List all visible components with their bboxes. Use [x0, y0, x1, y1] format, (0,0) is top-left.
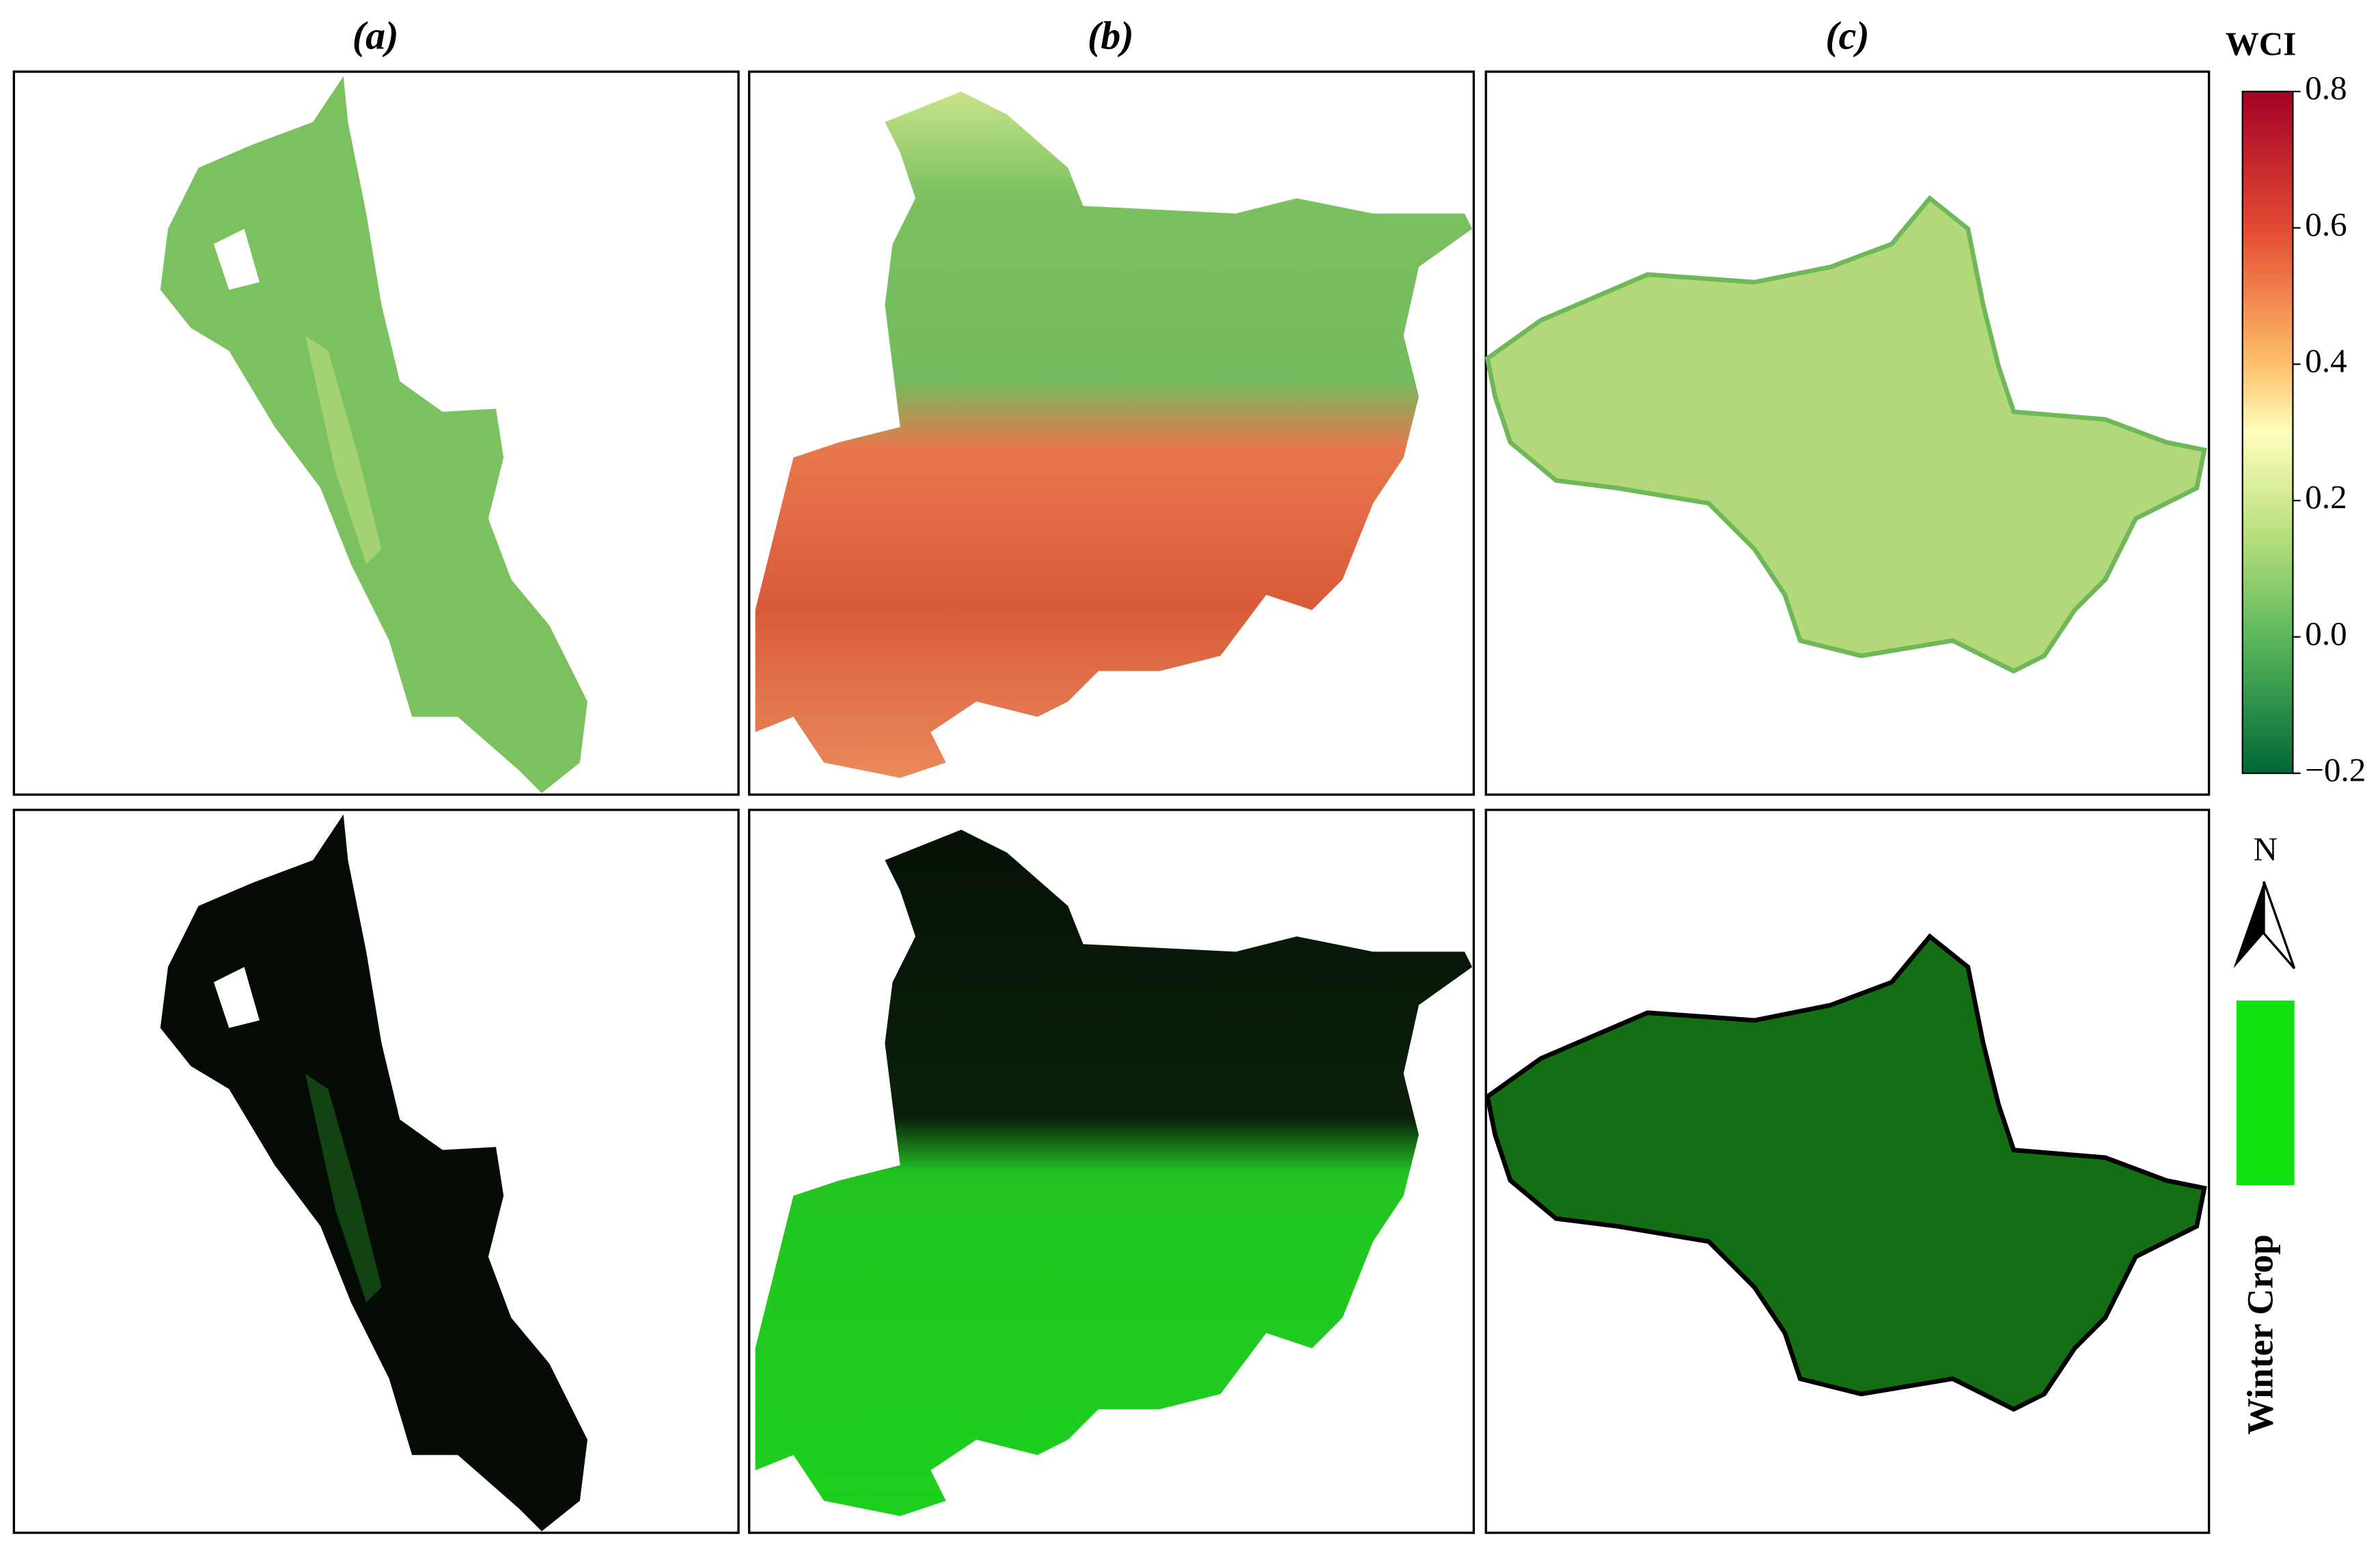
colorbar-tick-label: −0.2 [2305, 751, 2366, 788]
colorbar-tick-label: 0.4 [2305, 342, 2347, 379]
colorbar-tick-label: 0.8 [2305, 69, 2347, 107]
north-arrow [2233, 881, 2296, 970]
panel-frames [12, 70, 2211, 1534]
region-c-crop [1484, 933, 2207, 1412]
north-label: N [2254, 830, 2278, 867]
region-a-wci [160, 76, 587, 794]
colorbar [2241, 90, 2294, 775]
colorbar-tick-label: 0.2 [2305, 478, 2347, 516]
colorbar-tick-label: 0.0 [2305, 615, 2347, 652]
panel-title: (b) [1088, 13, 1134, 57]
panel-title: (c) [1825, 13, 1869, 57]
legend-label: Winter Crop [2239, 1234, 2280, 1434]
region-b-crop [755, 829, 1473, 1516]
region-a-crop [160, 814, 587, 1531]
region-b-wci [755, 91, 1473, 778]
region-c-wci [1484, 195, 2207, 674]
colorbar-tick-label: 0.6 [2305, 206, 2347, 243]
colorbar-title: WCI [2226, 25, 2297, 62]
panel-title: (a) [352, 13, 399, 57]
legend-swatch [2236, 1000, 2295, 1186]
